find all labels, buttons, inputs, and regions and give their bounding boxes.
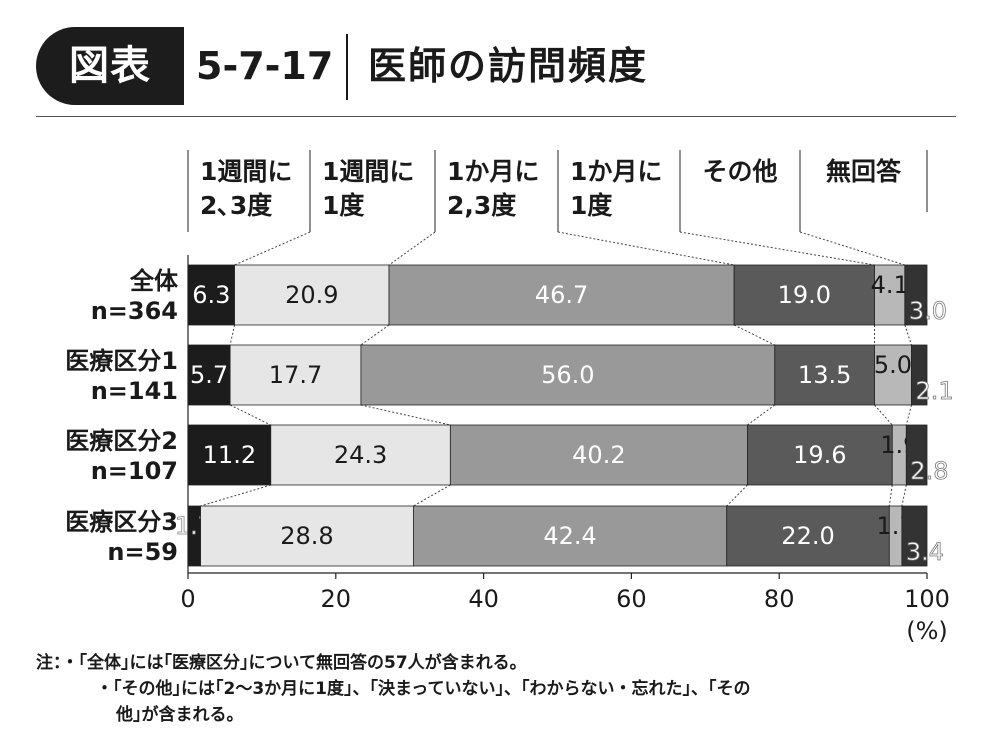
connector-line xyxy=(901,484,907,507)
bar-segment xyxy=(747,424,893,486)
data-label: 19.0 xyxy=(778,281,831,309)
connector-line xyxy=(747,404,776,426)
figure-badge: 図表 xyxy=(36,27,184,105)
bar-segment xyxy=(774,344,875,406)
bar-segment xyxy=(901,505,928,567)
data-label: 11.2 xyxy=(203,441,256,469)
x-tick-label: 100 xyxy=(904,585,950,613)
bar-segment xyxy=(229,344,362,406)
footnote-1: 注：・｢全体｣には｢医療区分｣について無回答の57人が含まれる。 xyxy=(36,653,527,673)
data-label: 6.3 xyxy=(192,281,230,309)
connector-line xyxy=(557,231,735,266)
connector-line xyxy=(234,231,311,266)
unit-label: (%) xyxy=(906,617,948,645)
data-label: 5.7 xyxy=(190,361,228,389)
data-label: 17.7 xyxy=(269,361,322,389)
legend-label: 1週間に xyxy=(200,157,292,186)
bar-segment xyxy=(234,264,390,326)
bar-segment xyxy=(905,424,928,486)
connector-line xyxy=(679,231,875,266)
bar-segment xyxy=(904,264,928,326)
data-label: 20.9 xyxy=(285,281,338,309)
data-label: 46.7 xyxy=(535,281,588,309)
connector-line xyxy=(413,484,451,507)
legend-label: 1か月に xyxy=(447,157,539,186)
footnote-2: ・｢その他｣には｢2〜3か月に1度｣、｢決まっていない｣、｢わからない・忘れた｣… xyxy=(96,679,751,699)
header-rule xyxy=(36,116,956,117)
connector-line xyxy=(904,324,912,346)
data-label: 24.3 xyxy=(334,441,387,469)
connector-line xyxy=(888,484,893,507)
category-n-label: n=59 xyxy=(107,538,178,566)
stacked-bar-chart: 1週間に 2､3度 1週間に 1度 1か月に 2,3度 1か月に 1度 その他 無回答 6.3 20.… xyxy=(65,150,954,645)
category-n-label: n=107 xyxy=(91,457,178,485)
data-label: 5.0 xyxy=(874,351,912,379)
data-label: 28.8 xyxy=(280,522,333,550)
x-tick-label: 40 xyxy=(468,585,499,613)
data-label: 3.0 xyxy=(909,297,947,325)
category-label: 医療区分2 xyxy=(65,427,178,455)
footnote-3: 他｣が含まれる。 xyxy=(116,705,244,725)
x-tick-label: 0 xyxy=(180,585,195,613)
connector-line xyxy=(733,324,775,346)
header-divider xyxy=(346,34,348,100)
legend-label: 2,3度 xyxy=(447,191,516,220)
category-n-label: n=141 xyxy=(91,377,178,405)
data-label: 56.0 xyxy=(541,361,594,389)
legend-label: その他 xyxy=(702,157,777,186)
x-tick-label: 60 xyxy=(616,585,647,613)
connector-line xyxy=(200,484,271,507)
data-label: 40.2 xyxy=(572,441,625,469)
bar-segment xyxy=(874,264,906,326)
legend-label: 1度 xyxy=(322,191,364,220)
legend-label: 1度 xyxy=(570,191,612,220)
bar-segment xyxy=(200,505,414,567)
bar-segment xyxy=(360,344,776,406)
legend-label: 1週間に xyxy=(322,157,414,186)
connector-line xyxy=(905,404,912,426)
legend-label: 2､3度 xyxy=(200,191,272,220)
bar-segment xyxy=(270,424,451,486)
connector-line xyxy=(360,404,451,426)
data-label: 2.1 xyxy=(915,377,953,405)
x-tick-label: 20 xyxy=(321,585,352,613)
figure-number: 5-7-17 xyxy=(196,44,334,88)
x-tick-label: 80 xyxy=(764,585,795,613)
bar-segment xyxy=(726,505,890,567)
connector-line xyxy=(229,324,236,346)
data-label: 13.5 xyxy=(798,361,851,389)
bar-segment xyxy=(412,505,728,567)
footnotes: 注：・｢全体｣には｢医療区分｣について無回答の57人が含まれる。 ・｢その他｣に… xyxy=(36,650,750,728)
bar-segment xyxy=(733,264,875,326)
data-label: 4.1 xyxy=(871,271,909,299)
data-label: 42.4 xyxy=(543,522,596,550)
connector-line xyxy=(360,324,390,346)
bar-segment xyxy=(187,344,231,406)
category-n-label: n=364 xyxy=(91,297,178,325)
figure-title: 医師の訪問頻度 xyxy=(368,44,649,88)
category-label: 医療区分1 xyxy=(65,347,178,375)
bar-segment xyxy=(388,264,735,326)
legend-label: 1か月に xyxy=(570,157,662,186)
category-label: 医療区分3 xyxy=(65,508,178,536)
data-label: 3.4 xyxy=(906,538,944,566)
connector-line xyxy=(726,484,748,507)
data-label: 19.6 xyxy=(793,441,846,469)
connector-line xyxy=(874,404,893,426)
connector-line xyxy=(388,231,436,266)
connector-line xyxy=(799,231,905,266)
category-label: 全体 xyxy=(129,267,179,295)
bar-segment xyxy=(874,344,912,406)
bar-segment xyxy=(911,344,928,406)
legend-label: 無回答 xyxy=(826,157,902,186)
connector-line xyxy=(229,404,271,426)
data-label: 2.8 xyxy=(910,457,948,485)
data-label: 22.0 xyxy=(781,522,834,550)
bar-segment xyxy=(187,264,235,326)
figure-header: 図表 5-7-17 医師の訪問頻度 xyxy=(0,0,998,120)
